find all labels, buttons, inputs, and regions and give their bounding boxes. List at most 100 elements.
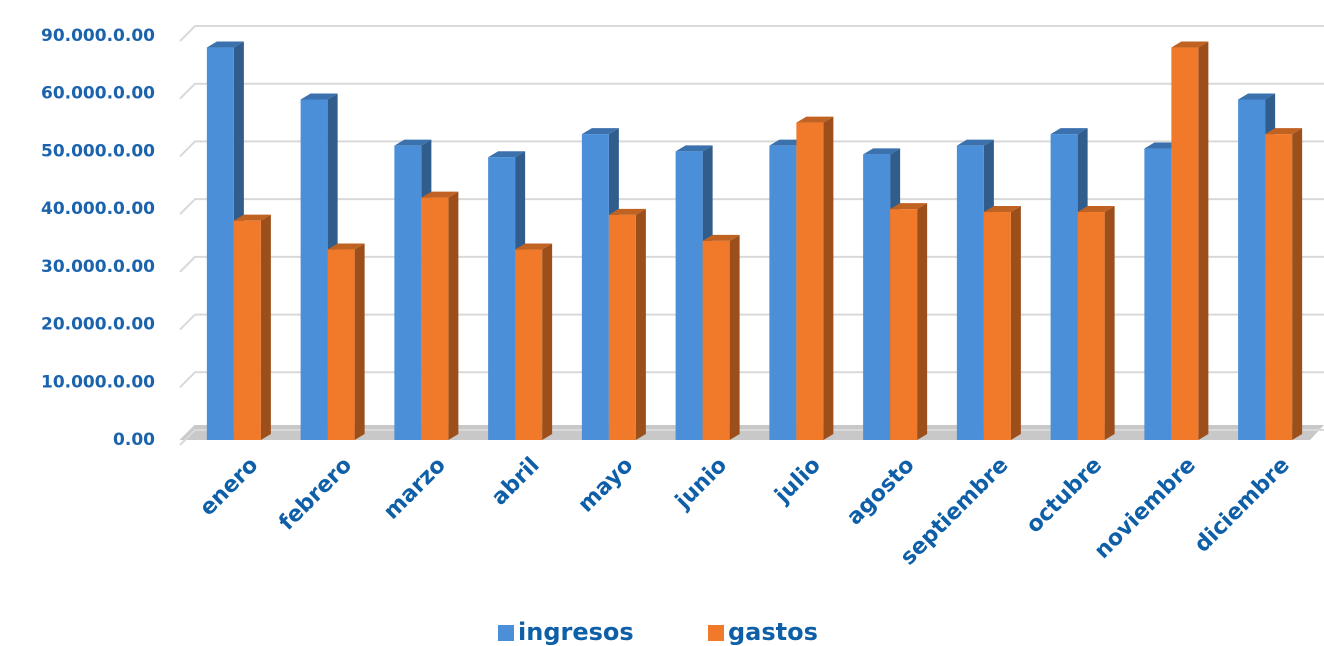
bar-top	[581, 128, 619, 135]
bar	[394, 145, 422, 440]
bar	[300, 99, 328, 440]
bar-top	[488, 151, 526, 158]
grid-line	[179, 140, 1324, 158]
bar-top	[890, 203, 928, 210]
bar-group	[702, 234, 740, 440]
bar	[581, 134, 609, 440]
bar	[233, 220, 261, 440]
bar	[890, 209, 918, 440]
bar-top	[863, 148, 901, 155]
x-tick-label: octubre	[1022, 453, 1107, 538]
y-tick-label: 60.000.0.00	[41, 84, 155, 104]
grid-line	[179, 313, 1324, 331]
legend-label: ingresos	[518, 618, 634, 646]
legend-swatch	[498, 625, 514, 641]
x-tick-label: mayo	[574, 453, 639, 518]
x-tick-label: noviembre	[1090, 453, 1201, 564]
bar-top	[233, 214, 271, 221]
bar-top	[515, 243, 553, 250]
bar	[983, 212, 1011, 440]
bar-top	[1171, 41, 1209, 48]
x-tick-label: agosto	[842, 453, 919, 530]
bar-top	[1050, 128, 1088, 135]
bar	[796, 122, 824, 441]
bar-group	[421, 191, 459, 440]
bar-side	[729, 234, 740, 440]
bar	[1050, 134, 1078, 440]
bar-top	[796, 116, 834, 123]
y-tick-label: 10.000.0.00	[41, 372, 155, 392]
x-tick-label: junio	[670, 453, 732, 515]
bar-top	[956, 139, 994, 146]
bar	[675, 151, 703, 440]
bar	[515, 249, 543, 440]
bar	[608, 214, 636, 440]
y-tick-label: 50.000.0.00	[41, 141, 155, 161]
bar-side	[542, 243, 553, 440]
bar-top	[675, 145, 713, 152]
bar-side	[1104, 206, 1115, 440]
grid-line	[179, 25, 1324, 42]
bar-side	[260, 214, 271, 440]
bar-group	[327, 243, 365, 440]
grid-line	[179, 198, 1324, 215]
bar	[863, 154, 891, 441]
legend-label: gastos	[728, 618, 818, 646]
grid-line	[179, 82, 1324, 100]
bar-group	[796, 116, 834, 441]
bar	[956, 145, 984, 440]
bar-group	[233, 214, 271, 440]
bar-top	[1238, 93, 1276, 100]
bar-side	[823, 116, 834, 441]
grid-line	[179, 371, 1324, 388]
bar-top	[608, 208, 646, 215]
y-tick-label: 90.000.0.00	[41, 26, 155, 46]
bar-top	[421, 191, 459, 198]
x-tick-label: abril	[487, 453, 545, 511]
bar	[702, 240, 730, 440]
bar-group	[890, 203, 928, 440]
bar	[1144, 148, 1172, 441]
bar	[421, 197, 449, 440]
bar	[1171, 47, 1199, 441]
legend-swatch	[708, 625, 724, 641]
bar-side	[1198, 41, 1209, 441]
bar	[1238, 99, 1266, 440]
grid-line	[179, 255, 1324, 273]
bar-side	[1292, 128, 1303, 440]
bar-side	[1010, 206, 1021, 440]
grid-line	[179, 429, 1324, 446]
bar	[206, 47, 234, 441]
bar-side	[917, 203, 928, 440]
y-tick-label: 20.000.0.00	[41, 315, 155, 335]
y-tick-label: 40.000.0.00	[41, 199, 155, 219]
bar-top	[1077, 206, 1115, 213]
x-tick-label: febrero	[274, 453, 357, 536]
bar	[327, 249, 355, 440]
axis-corner	[179, 424, 196, 441]
bar-top	[206, 41, 244, 48]
bar	[769, 145, 797, 440]
bar-side	[635, 208, 646, 440]
bar-top	[983, 206, 1021, 213]
bar-top	[300, 93, 338, 100]
bar-group	[983, 206, 1021, 440]
x-tick-label: julio	[770, 453, 826, 509]
bar-group	[1171, 41, 1209, 441]
bar-group	[488, 151, 526, 440]
bar	[1265, 134, 1293, 440]
floor	[180, 425, 1324, 440]
bar-group	[675, 145, 713, 440]
bar	[1077, 212, 1105, 440]
bar-top	[394, 139, 432, 146]
bar-group	[1265, 128, 1303, 440]
bar	[488, 157, 516, 440]
bar-side	[354, 243, 365, 440]
bar-group	[515, 243, 553, 440]
x-tick-label: marzo	[379, 453, 451, 525]
bar-top	[327, 243, 365, 250]
bar-side	[448, 191, 459, 440]
y-tick-label: 0.00	[113, 430, 155, 450]
bar-group	[608, 208, 646, 440]
